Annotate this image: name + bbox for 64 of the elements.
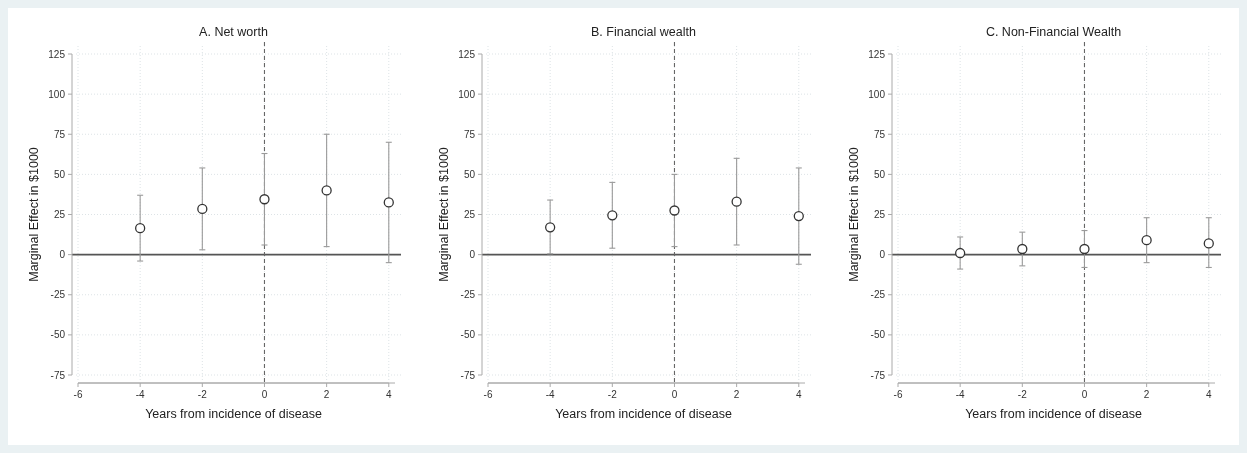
- y-tick-label: 100: [868, 88, 886, 100]
- y-tick-label: 0: [469, 249, 476, 261]
- x-axis-title: Years from incidence of disease: [145, 407, 322, 421]
- x-tick-label: 0: [261, 389, 268, 400]
- x-tick-label: -6: [73, 389, 83, 400]
- y-tick-label: 50: [53, 168, 66, 180]
- x-tick-label: 4: [796, 389, 802, 400]
- y-tick-label: -25: [870, 289, 886, 301]
- y-tick-label: -75: [460, 369, 476, 381]
- y-tick-label: -50: [460, 329, 476, 341]
- x-tick-label: -4: [545, 389, 556, 400]
- y-tick-label: 75: [873, 128, 886, 140]
- point: [793, 210, 804, 222]
- y-tick-label: -75: [870, 369, 886, 381]
- chart-title: B. Financial wealth: [591, 25, 696, 39]
- x-tick-label: -6: [483, 389, 493, 400]
- y-tick-label: 125: [458, 48, 476, 60]
- y-tick-label: 25: [873, 209, 886, 220]
- x-tick-label: -4: [955, 389, 966, 400]
- y-tick-label: 25: [463, 209, 476, 220]
- y-tick-label: 75: [53, 128, 66, 140]
- x-tick-label: 2: [1143, 389, 1150, 400]
- chart-title: A. Net worth: [199, 25, 268, 39]
- y-tick-label: 125: [48, 48, 66, 60]
- x-tick-label: 2: [733, 389, 740, 400]
- y-tick-label: 100: [458, 88, 476, 100]
- chart-title: C. Non-Financial Wealth: [985, 25, 1122, 39]
- point: [607, 210, 618, 221]
- x-tick-label: 0: [671, 389, 678, 400]
- point: [321, 185, 332, 196]
- point: [135, 222, 146, 234]
- point: [731, 196, 742, 207]
- point: [383, 197, 394, 208]
- y-tick-label: 50: [873, 168, 886, 180]
- y-tick-label: -50: [870, 329, 886, 341]
- y-tick-label: 100: [48, 88, 66, 100]
- y-axis-title: Marginal Effect in $1000: [437, 147, 451, 282]
- x-tick-label: -4: [135, 389, 146, 400]
- point: [259, 194, 270, 205]
- y-tick-label: -50: [50, 329, 66, 341]
- x-axis-title: Years from incidence of disease: [965, 407, 1142, 421]
- x-tick-label: 4: [1206, 389, 1212, 400]
- x-tick-label: -2: [607, 389, 618, 400]
- y-tick-label: 0: [59, 249, 66, 261]
- y-tick-label: -75: [50, 369, 66, 381]
- y-tick-label: 50: [463, 168, 476, 180]
- x-tick-label: -6: [893, 389, 903, 400]
- y-axis-title: Marginal Effect in $1000: [847, 147, 861, 282]
- x-tick-label: 0: [1081, 389, 1088, 400]
- y-axis-title: Marginal Effect in $1000: [27, 147, 41, 282]
- x-axis-title: Years from incidence of disease: [555, 407, 732, 421]
- point: [197, 203, 208, 215]
- y-tick-label: 75: [463, 128, 476, 140]
- x-tick-label: 2: [323, 389, 330, 400]
- y-tick-label: 0: [879, 249, 886, 261]
- y-tick-label: 25: [53, 209, 66, 220]
- y-tick-label: -25: [50, 289, 66, 301]
- x-tick-label: -2: [197, 389, 208, 400]
- x-tick-label: 4: [386, 389, 392, 400]
- y-tick-label: -25: [460, 289, 476, 301]
- x-tick-label: -2: [1017, 389, 1028, 400]
- point: [669, 205, 680, 216]
- point: [545, 222, 556, 233]
- y-tick-label: 125: [868, 48, 886, 60]
